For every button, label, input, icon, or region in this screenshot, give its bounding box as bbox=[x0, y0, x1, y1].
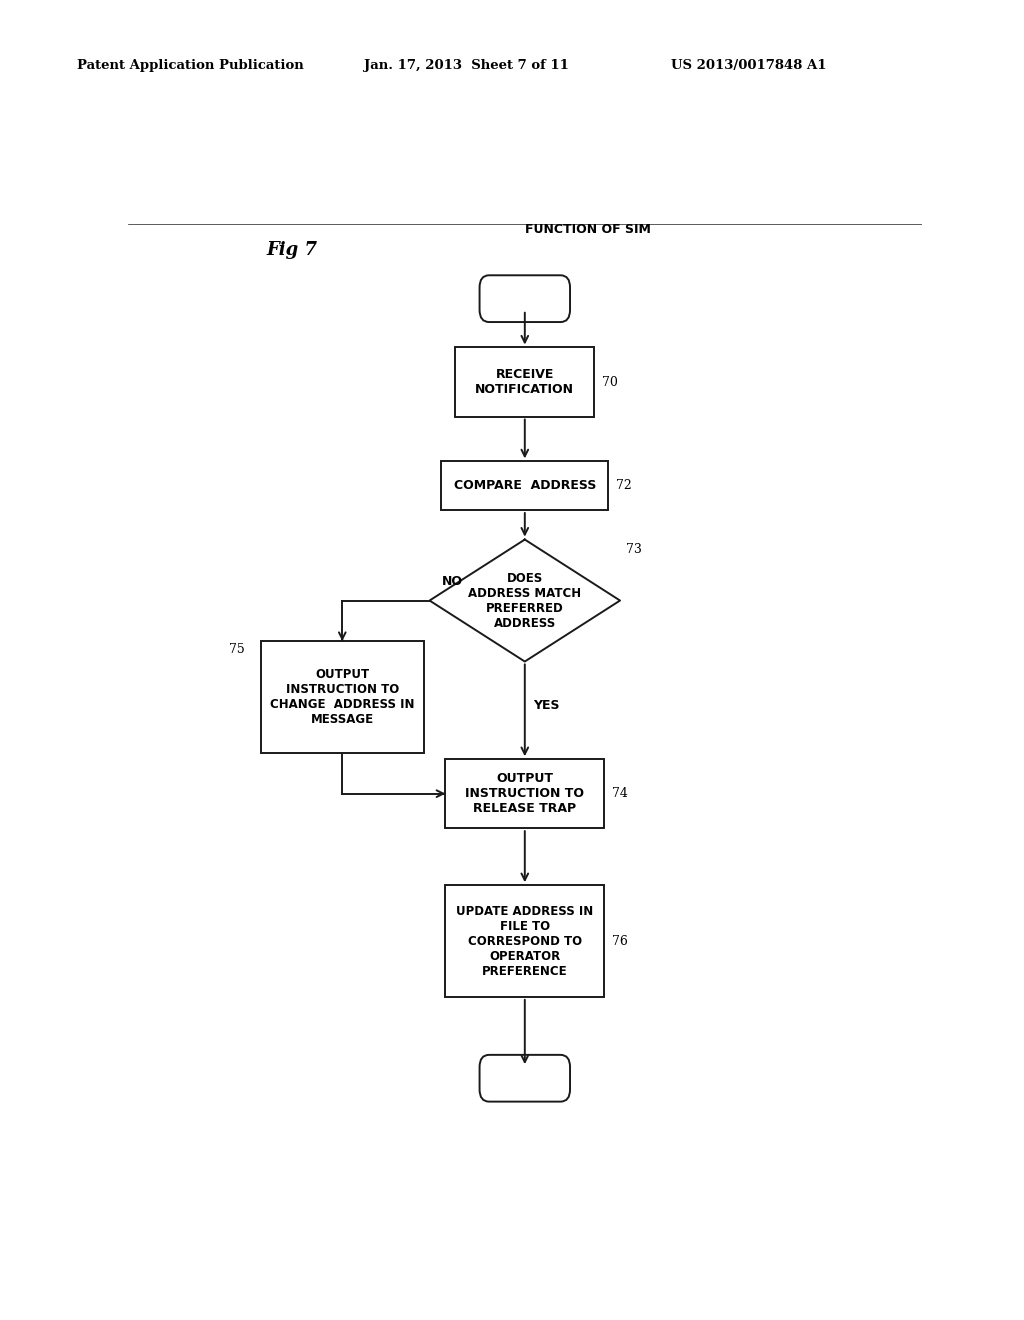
Text: 75: 75 bbox=[229, 643, 245, 656]
Text: 73: 73 bbox=[627, 544, 642, 556]
Text: YES: YES bbox=[532, 698, 559, 711]
Bar bbox=[445, 886, 604, 997]
Text: Patent Application Publication: Patent Application Publication bbox=[77, 59, 303, 73]
Bar bbox=[445, 759, 604, 828]
Bar bbox=[261, 642, 424, 752]
Text: OUTPUT
INSTRUCTION TO
CHANGE  ADDRESS IN
MESSAGE: OUTPUT INSTRUCTION TO CHANGE ADDRESS IN … bbox=[270, 668, 415, 726]
Text: RECEIVE
NOTIFICATION: RECEIVE NOTIFICATION bbox=[475, 368, 574, 396]
Text: UPDATE ADDRESS IN
FILE TO
CORRESPOND TO
OPERATOR
PREFERENCE: UPDATE ADDRESS IN FILE TO CORRESPOND TO … bbox=[456, 904, 594, 978]
Text: 74: 74 bbox=[612, 787, 628, 800]
Text: OUTPUT
INSTRUCTION TO
RELEASE TRAP: OUTPUT INSTRUCTION TO RELEASE TRAP bbox=[465, 772, 585, 816]
Bar bbox=[441, 461, 608, 510]
Text: 76: 76 bbox=[612, 935, 628, 948]
FancyBboxPatch shape bbox=[479, 1055, 570, 1102]
Text: 72: 72 bbox=[616, 479, 632, 492]
Text: 70: 70 bbox=[602, 375, 618, 388]
Text: Jan. 17, 2013  Sheet 7 of 11: Jan. 17, 2013 Sheet 7 of 11 bbox=[364, 59, 568, 73]
Text: Fig 7: Fig 7 bbox=[267, 240, 317, 259]
Text: US 2013/0017848 A1: US 2013/0017848 A1 bbox=[671, 59, 826, 73]
Text: DOES
ADDRESS MATCH
PREFERRED
ADDRESS: DOES ADDRESS MATCH PREFERRED ADDRESS bbox=[468, 572, 582, 630]
FancyBboxPatch shape bbox=[479, 276, 570, 322]
Text: COMPARE  ADDRESS: COMPARE ADDRESS bbox=[454, 479, 596, 492]
Text: NO: NO bbox=[441, 576, 463, 589]
Text: FUNCTION OF SIM: FUNCTION OF SIM bbox=[525, 223, 651, 236]
Bar bbox=[456, 347, 594, 417]
